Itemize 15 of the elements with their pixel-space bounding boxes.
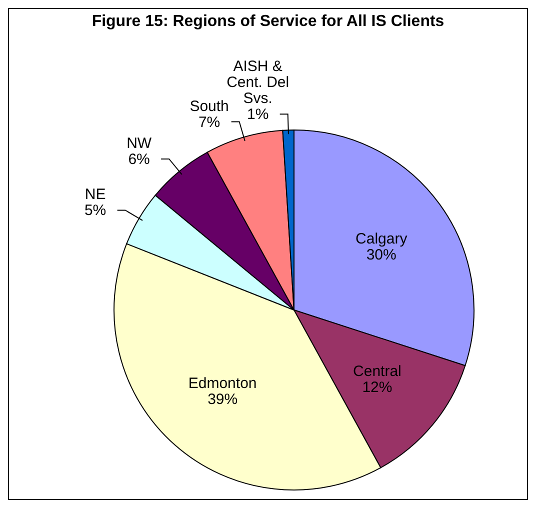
data-label: 12% — [362, 378, 392, 396]
slice-label: Central — [353, 362, 402, 380]
chart-title: Figure 15: Regions of Service for All IS Clients — [90, 12, 446, 32]
data-label: 39% — [208, 390, 238, 408]
slice-label: NW — [126, 134, 152, 152]
slice-label: AISH & Cent. Del Svs. — [226, 58, 290, 107]
data-label: 30% — [366, 246, 396, 264]
slice-label: Calgary — [356, 230, 408, 248]
slice-label: Edmonton — [188, 374, 257, 392]
slice-label: South — [190, 97, 229, 114]
slice-label: NE — [84, 186, 106, 203]
data-label: 5% — [84, 202, 106, 219]
data-label: 7% — [198, 113, 220, 130]
data-label: 1% — [247, 106, 269, 123]
data-label: 6% — [128, 150, 150, 168]
